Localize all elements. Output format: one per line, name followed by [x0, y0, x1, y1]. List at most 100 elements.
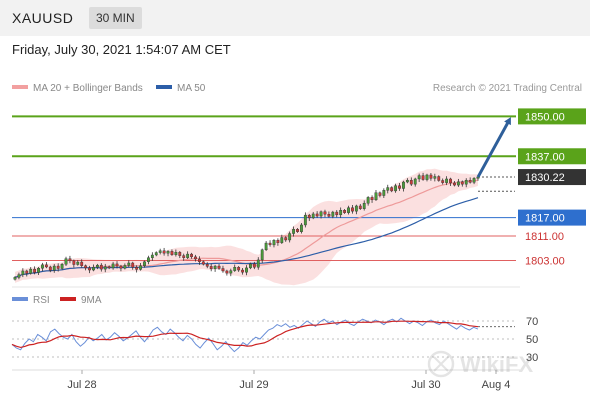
- candle-body: [162, 250, 166, 254]
- candle-body: [425, 174, 429, 180]
- candle-body: [17, 274, 21, 278]
- candle-body: [437, 176, 441, 181]
- candle-body: [80, 261, 84, 266]
- candle-body: [398, 185, 401, 189]
- candle-body: [76, 261, 80, 265]
- candle-body: [198, 258, 201, 262]
- candle-body: [417, 175, 421, 180]
- candle-body: [288, 233, 292, 241]
- candle-body: [166, 251, 170, 254]
- candle-body: [339, 210, 343, 216]
- projection-arrow-line: [476, 121, 510, 178]
- candle-body: [56, 265, 60, 269]
- candle-body: [402, 181, 405, 189]
- x-tick-label: Jul 30: [411, 379, 440, 391]
- watermark-logo-mark-icon: [433, 356, 449, 372]
- rsi-line: [11, 317, 479, 353]
- rsi-ma9-line: [11, 320, 479, 349]
- x-tick-label: Jul 29: [239, 379, 268, 391]
- current-price-label: 1830.22: [525, 172, 565, 184]
- candle-body: [280, 237, 284, 243]
- x-tick-label: Jul 28: [67, 379, 96, 391]
- candle-body: [68, 258, 72, 262]
- candle-body: [123, 265, 127, 269]
- candle-body: [366, 197, 370, 204]
- level-labels: 1850.00 1837.00 1830.22 1817.00 1811.00 1803.…: [518, 108, 586, 268]
- candle-body: [44, 264, 48, 268]
- timeframe-button[interactable]: 30 MIN: [89, 7, 142, 29]
- candle-body: [284, 237, 288, 241]
- candle-body: [209, 266, 213, 270]
- candle-body: [405, 179, 409, 183]
- resistance-level-tag: [518, 148, 586, 165]
- candle-body: [429, 174, 433, 179]
- candle-body: [84, 265, 88, 269]
- resistance-level-label: 1850.00: [525, 111, 565, 123]
- candle-body: [150, 254, 154, 258]
- resistance-level-tag: [518, 108, 586, 125]
- candle-body: [315, 213, 319, 217]
- ma20-legend-label: MA 20 + Bollinger Bands: [33, 83, 143, 94]
- candle-body: [111, 263, 115, 269]
- bollinger-band-area: [15, 168, 478, 286]
- candle-body: [272, 240, 276, 246]
- candle-body: [378, 192, 382, 196]
- support-level-label: 1811.00: [525, 231, 564, 243]
- candle-body: [323, 211, 327, 215]
- candle-body: [245, 267, 248, 273]
- candle-body: [64, 258, 68, 265]
- candle-body: [48, 266, 52, 271]
- candle-body: [72, 260, 76, 265]
- candle-body: [413, 178, 417, 185]
- ma9-legend-label: 9MA: [81, 295, 102, 306]
- candle-body: [347, 207, 350, 213]
- candle-body: [95, 264, 99, 268]
- candle-body: [127, 262, 131, 266]
- candle-body: [386, 187, 390, 191]
- candle-body: [131, 262, 135, 268]
- candle-body: [154, 252, 158, 256]
- candle-body: [390, 187, 394, 192]
- candle-body: [241, 269, 244, 273]
- current-price-tag: [518, 169, 586, 186]
- candle-body: [327, 214, 331, 217]
- candle-body: [311, 213, 315, 219]
- watermark-text: WikiFX: [460, 352, 533, 377]
- candle-body: [362, 202, 366, 209]
- candle-body: [264, 242, 268, 250]
- candle-body: [343, 210, 346, 213]
- candle-body: [449, 178, 452, 184]
- ma20-legend-swatch: [12, 85, 28, 89]
- candle-body: [374, 192, 378, 201]
- support-level-label: 1803.00: [525, 256, 565, 268]
- credit-label: Research © 2021 Trading Central: [433, 83, 582, 94]
- candle-body: [292, 229, 295, 234]
- rsi-tick-label: 30: [526, 352, 538, 364]
- watermark-logo-icon: [427, 350, 455, 378]
- candle-body: [358, 205, 362, 209]
- candle-body: [354, 205, 358, 212]
- candle-body: [170, 251, 174, 255]
- candle-body: [99, 264, 103, 270]
- x-tick-label: Aug 4: [482, 379, 511, 391]
- candle-body: [464, 179, 468, 185]
- candle-body: [460, 181, 464, 185]
- candle-body: [21, 270, 25, 275]
- candle-body: [296, 229, 299, 232]
- candle-body: [441, 180, 445, 183]
- candle-body: [37, 268, 40, 273]
- candle-body: [225, 270, 229, 274]
- support_strong-level-tag: [518, 209, 586, 226]
- ma50-legend-swatch: [156, 85, 172, 89]
- rsi-tick-label: 70: [526, 316, 538, 328]
- candle-body: [143, 261, 146, 266]
- candle-body: [260, 249, 264, 261]
- candle-body: [41, 264, 44, 269]
- candle-body: [29, 268, 33, 274]
- candle-body: [135, 267, 139, 270]
- candle-body: [201, 261, 205, 265]
- candle-body: [103, 266, 107, 270]
- candle-body: [300, 224, 303, 232]
- candle-body: [331, 211, 335, 217]
- ma9-legend-swatch: [60, 297, 76, 301]
